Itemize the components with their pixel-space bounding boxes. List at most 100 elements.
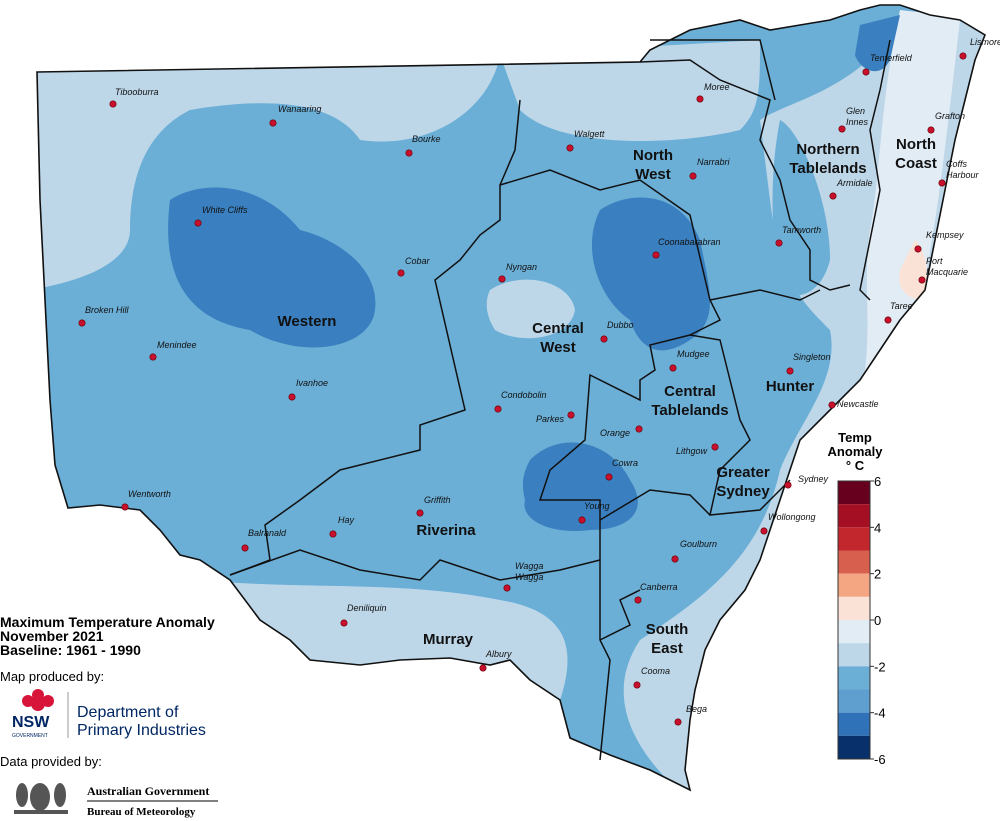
town-label: Moree — [704, 82, 730, 92]
town-label: Port — [926, 256, 943, 266]
town-label: Wagga — [515, 572, 543, 582]
town-label: Griffith — [424, 495, 451, 505]
town-label: Lithgow — [676, 446, 708, 456]
town-label: Wollongong — [768, 512, 816, 522]
town-dot — [288, 393, 296, 401]
town-label: Cooma — [641, 666, 670, 676]
town-label: Armidale — [836, 178, 873, 188]
town-label: Glen — [846, 106, 865, 116]
town-label: White Cliffs — [202, 205, 248, 215]
town-dot — [567, 411, 575, 419]
town-dot — [121, 503, 129, 511]
town-label: Young — [584, 501, 610, 511]
town-dot — [405, 149, 413, 157]
legend-bin — [838, 643, 870, 667]
town-label: Tibooburra — [115, 87, 158, 97]
town-dot — [838, 125, 846, 133]
town-dot — [829, 192, 837, 200]
town-dot — [479, 664, 487, 672]
town-dot — [959, 52, 967, 60]
department: Department of — [77, 704, 179, 721]
town-dot — [689, 172, 697, 180]
legend-tick-label: -4 — [874, 706, 886, 721]
town-dot — [109, 100, 117, 108]
town-label: Mudgee — [677, 349, 710, 359]
town-label: Bourke — [412, 134, 441, 144]
town-label: Coonabarabran — [658, 237, 721, 247]
town-dot — [828, 401, 836, 409]
region-label: North — [633, 147, 673, 164]
town-dot — [775, 239, 783, 247]
town-dot — [566, 144, 574, 152]
region-label: Tablelands — [789, 160, 866, 177]
town-dot — [494, 405, 502, 413]
region-label: Hunter — [766, 378, 814, 395]
town-label: Condobolin — [501, 390, 547, 400]
town-dot — [149, 353, 157, 361]
region-label: West — [540, 339, 576, 356]
town-label: Innes — [846, 117, 869, 127]
town-label: Ivanhoe — [296, 378, 328, 388]
legend-bin — [838, 666, 870, 690]
town-label: Orange — [600, 428, 630, 438]
town-dot — [635, 425, 643, 433]
town-label: Wagga — [515, 561, 543, 571]
town-label: Dubbo — [607, 320, 634, 330]
legend-title: Temp — [838, 430, 872, 445]
town-dot — [194, 219, 202, 227]
town-label: Wanaaring — [278, 104, 321, 114]
town-dot — [600, 335, 608, 343]
town-label: Nyngan — [506, 262, 537, 272]
town-label: Bega — [686, 704, 707, 714]
town-dot — [329, 530, 337, 538]
region-label: Tablelands — [651, 402, 728, 419]
town-dot — [269, 119, 277, 127]
town-dot — [927, 126, 935, 134]
town-label: Lismore — [970, 37, 1000, 47]
town-dot — [498, 275, 506, 283]
town-label: Goulburn — [680, 539, 717, 549]
town-dot — [503, 584, 511, 592]
town-label: Coffs — [946, 159, 968, 169]
town-label: Broken Hill — [85, 305, 130, 315]
town-dot — [938, 179, 946, 187]
legend-title: ° C — [846, 458, 865, 473]
town-dot — [786, 367, 794, 375]
legend-tick-label: 4 — [874, 520, 881, 535]
legend-bin — [838, 735, 870, 759]
legend-bin — [838, 620, 870, 644]
town-dot — [416, 509, 424, 517]
town-label: Newcastle — [837, 399, 879, 409]
town-label: Taree — [890, 301, 913, 311]
region-label: Riverina — [416, 522, 476, 539]
legend-bin — [838, 527, 870, 551]
legend-bin — [838, 550, 870, 574]
town-dot — [634, 596, 642, 604]
town-dot — [884, 316, 892, 324]
title-line: Maximum Temperature Anomaly — [0, 614, 215, 630]
region-label: West — [635, 166, 671, 183]
towns: Tibooburra Wanaaring Bourke White Cliffs Cob… — [78, 37, 1000, 726]
agency: Australian Government — [87, 784, 209, 798]
town-label: Grafton — [935, 111, 965, 121]
region-label: Northern — [796, 141, 859, 158]
region-label: Western — [278, 313, 337, 330]
region-label: Sydney — [716, 483, 770, 500]
region-label: Central — [532, 320, 584, 337]
legend-bin — [838, 504, 870, 528]
legend-bin — [838, 481, 870, 505]
town-dot — [784, 481, 792, 489]
legend-tick-label: -6 — [874, 752, 886, 767]
region-label: Coast — [895, 155, 937, 172]
town-dot — [241, 544, 249, 552]
region-label: Murray — [423, 631, 474, 648]
town-label: Parkes — [536, 414, 565, 424]
town-dot — [669, 364, 677, 372]
town-dot — [862, 68, 870, 76]
legend-tick-label: 0 — [874, 613, 881, 628]
regions: Western Central West North West Northern Table… — [278, 136, 937, 657]
town-dot — [674, 718, 682, 726]
town-label: Walgett — [574, 129, 605, 139]
legend-tick-label: -2 — [874, 659, 886, 674]
